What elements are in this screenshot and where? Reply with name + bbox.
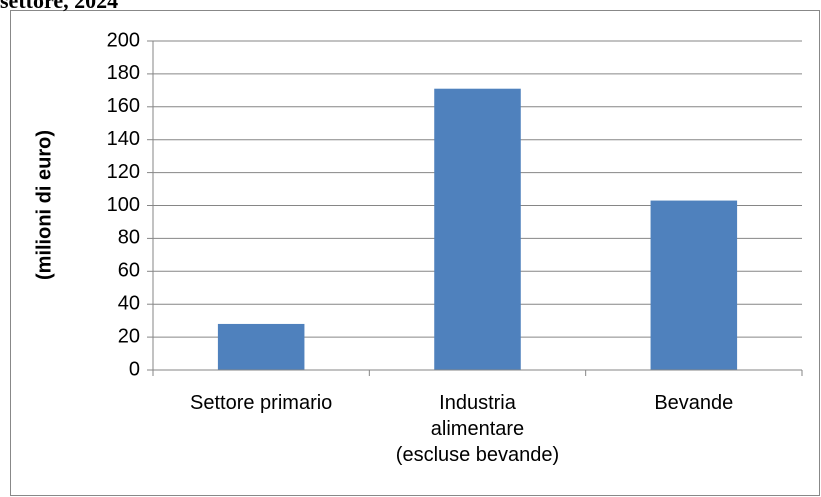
y-tick-label: 120 <box>107 161 140 183</box>
bar <box>650 200 738 370</box>
y-tick-label: 100 <box>107 194 140 216</box>
bar <box>434 88 521 370</box>
y-tick-label: 160 <box>107 95 140 117</box>
y-tick-label: 0 <box>129 358 140 380</box>
y-tick-label: 60 <box>118 260 140 282</box>
y-tick-label: 80 <box>118 227 140 249</box>
x-tick-label: Settore primario <box>190 392 333 414</box>
y-tick-label: 140 <box>107 128 140 150</box>
y-axis-label: (milioni di euro) <box>33 130 55 280</box>
y-tick-label: 200 <box>107 29 140 51</box>
y-tick-label: 20 <box>118 325 140 347</box>
y-tick-label: 180 <box>107 62 140 84</box>
bar <box>217 323 305 370</box>
x-tick-label: Industria alimentare (escluse bevande) <box>395 392 560 466</box>
y-tick-label: 40 <box>118 292 140 314</box>
chart-title: settore, 2024 <box>0 0 118 13</box>
x-tick-label: Bevande <box>654 392 734 414</box>
